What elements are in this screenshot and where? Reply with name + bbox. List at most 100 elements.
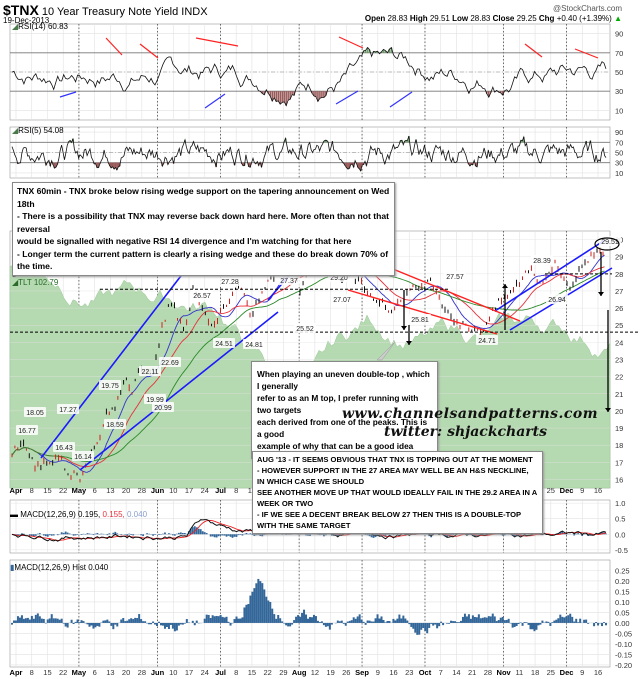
- svg-text:6: 6: [93, 486, 97, 495]
- svg-text:6: 6: [93, 668, 97, 677]
- svg-text:12: 12: [311, 668, 319, 677]
- svg-text:25.81: 25.81: [411, 317, 429, 324]
- svg-text:18: 18: [531, 668, 539, 677]
- chart-title: $TNX 10 Year Treasury Note Yield INDX: [3, 2, 208, 18]
- annotation-note-double-top: When playing an uneven double-top , whic…: [251, 361, 438, 459]
- watermark-website: www.channelsandpatterns.com: [342, 406, 599, 422]
- svg-text:8: 8: [30, 668, 34, 677]
- svg-text:20.99: 20.99: [154, 405, 172, 412]
- svg-text:28: 28: [138, 486, 146, 495]
- svg-text:7: 7: [439, 668, 443, 677]
- rsi-icon: ◢: [12, 126, 19, 135]
- svg-text:18.05: 18.05: [26, 410, 44, 417]
- svg-text:16.77: 16.77: [18, 428, 36, 435]
- svg-text:9: 9: [580, 668, 584, 677]
- svg-text:26: 26: [342, 668, 350, 677]
- svg-text:-0.10: -0.10: [615, 640, 632, 649]
- rsi14-legend: ◢RSI(14) 60.83: [12, 22, 68, 31]
- change-value: +0.40 (+1.39%): [556, 14, 612, 23]
- svg-text:15: 15: [248, 486, 256, 495]
- svg-text:24: 24: [201, 668, 209, 677]
- svg-text:11: 11: [515, 668, 523, 677]
- svg-text:19: 19: [326, 668, 334, 677]
- svg-text:20: 20: [615, 407, 623, 416]
- svg-text:0.10: 0.10: [615, 598, 630, 607]
- svg-text:16: 16: [615, 475, 623, 484]
- svg-text:0.25: 0.25: [615, 566, 630, 575]
- svg-text:50: 50: [615, 68, 623, 77]
- svg-text:17: 17: [185, 668, 193, 677]
- svg-text:10: 10: [169, 486, 177, 495]
- svg-text:24: 24: [615, 338, 623, 347]
- svg-text:8: 8: [234, 668, 238, 677]
- svg-text:27: 27: [615, 287, 623, 296]
- svg-text:-0.15: -0.15: [615, 650, 632, 659]
- svg-text:22.11: 22.11: [142, 369, 159, 376]
- svg-text:16.43: 16.43: [55, 445, 73, 452]
- macd-legend: ▬ MACD(12,26,9) 0.195, 0.155, 0.040: [10, 510, 148, 519]
- svg-text:8: 8: [234, 486, 238, 495]
- copyright: @StockCharts.com: [552, 4, 622, 13]
- svg-text:22: 22: [615, 373, 623, 382]
- svg-text:0.5: 0.5: [615, 515, 625, 524]
- svg-text:29: 29: [615, 253, 623, 262]
- svg-text:Sep: Sep: [355, 668, 369, 677]
- svg-text:23: 23: [615, 356, 623, 365]
- low-value: 28.83: [470, 14, 491, 23]
- svg-text:25: 25: [615, 321, 623, 330]
- svg-text:10: 10: [615, 169, 623, 178]
- svg-text:0.0: 0.0: [615, 530, 625, 539]
- up-arrow-icon: ▲: [614, 14, 622, 23]
- svg-text:8: 8: [30, 486, 34, 495]
- svg-text:0.05: 0.05: [615, 608, 630, 617]
- svg-text:20: 20: [122, 668, 130, 677]
- svg-text:26.94: 26.94: [548, 297, 566, 304]
- svg-text:27.28: 27.28: [221, 279, 239, 286]
- svg-text:19.99: 19.99: [146, 397, 164, 404]
- annotation-note-aug: AUG '13 - IT SEEMS OBVIOUS THAT TNX IS T…: [252, 451, 543, 534]
- svg-text:20: 20: [122, 486, 130, 495]
- svg-text:26: 26: [615, 304, 623, 313]
- svg-text:16: 16: [389, 668, 397, 677]
- svg-text:28: 28: [484, 668, 492, 677]
- svg-text:15: 15: [43, 486, 51, 495]
- hist-legend: ▮MACD(12,26,9) Hist 0.040: [10, 563, 109, 572]
- svg-text:90: 90: [615, 128, 623, 137]
- svg-text:13: 13: [106, 486, 114, 495]
- svg-text:24: 24: [201, 486, 209, 495]
- high-value: 29.51: [429, 14, 450, 23]
- symbol: $TNX: [3, 2, 39, 18]
- svg-text:70: 70: [615, 138, 623, 147]
- svg-text:-0.20: -0.20: [615, 661, 632, 670]
- svg-text:21: 21: [615, 390, 623, 399]
- svg-text:70: 70: [615, 49, 623, 58]
- svg-text:18.59: 18.59: [106, 422, 124, 429]
- annotation-note-main: TNX 60min - TNX broke below rising wedge…: [12, 182, 395, 276]
- svg-text:24.51: 24.51: [215, 341, 233, 348]
- watermark-twitter: twitter: shjackcharts: [384, 424, 548, 440]
- svg-text:Jun: Jun: [151, 668, 165, 677]
- svg-text:Apr: Apr: [10, 486, 23, 495]
- svg-text:28: 28: [138, 668, 146, 677]
- svg-text:9: 9: [376, 668, 380, 677]
- svg-text:14: 14: [452, 668, 460, 677]
- svg-text:16.14: 16.14: [74, 454, 92, 461]
- ohlc-summary: Open 28.83 High 29.51 Low 28.83 Close 29…: [364, 14, 622, 23]
- svg-text:21: 21: [468, 668, 476, 677]
- instrument-name: 10 Year Treasury Note Yield INDX: [41, 6, 208, 18]
- svg-text:30: 30: [615, 159, 623, 168]
- svg-text:25: 25: [547, 486, 555, 495]
- svg-text:10: 10: [169, 668, 177, 677]
- area-icon: ◢: [12, 278, 19, 287]
- svg-text:29.51: 29.51: [601, 239, 619, 246]
- svg-text:24.71: 24.71: [478, 338, 496, 345]
- svg-text:15: 15: [43, 668, 51, 677]
- svg-text:0.20: 0.20: [615, 577, 630, 586]
- open-value: 28.83: [387, 14, 408, 23]
- svg-text:17: 17: [185, 486, 193, 495]
- svg-text:Apr: Apr: [10, 668, 23, 677]
- svg-text:May: May: [72, 668, 87, 677]
- svg-text:15: 15: [248, 668, 256, 677]
- svg-text:10: 10: [615, 106, 623, 115]
